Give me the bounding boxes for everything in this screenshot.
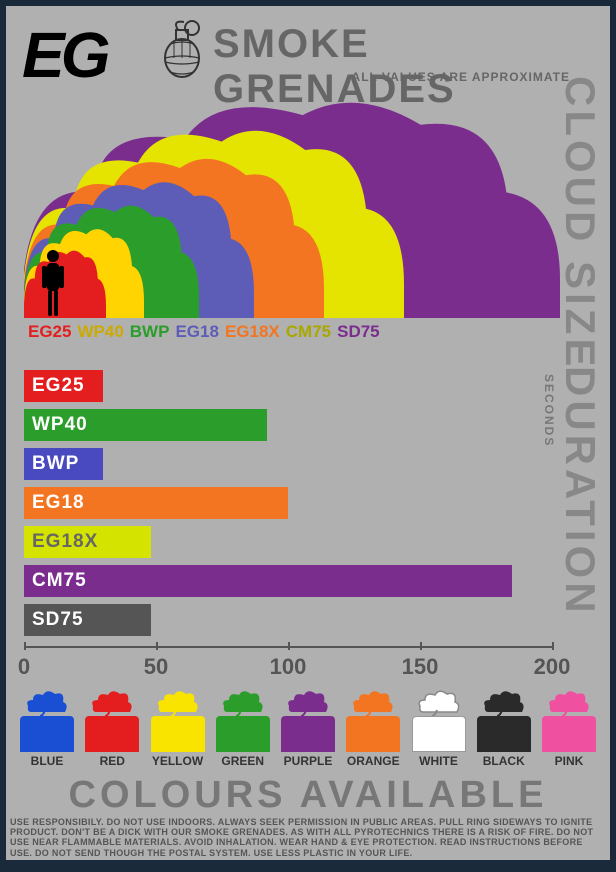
cloud-label: BWP <box>130 322 170 341</box>
axis-tick <box>420 642 422 650</box>
swatch-block <box>20 716 74 752</box>
swatch-label: GREEN <box>212 754 274 768</box>
swatch-block <box>151 716 205 752</box>
axis-tick <box>288 642 290 650</box>
colour-swatch-purple: PURPLE <box>277 686 339 774</box>
grenade-icon <box>160 16 204 78</box>
swatch-label: YELLOW <box>147 754 209 768</box>
bar-row: BWP <box>24 446 552 481</box>
bar-row: EG18 <box>24 485 552 520</box>
axis-tick-label: 100 <box>270 654 307 680</box>
swatch-cloud-icon <box>156 686 200 716</box>
axis-tick <box>552 642 554 650</box>
duration-bar-cm75: CM75 <box>24 565 512 597</box>
colour-swatch-yellow: YELLOW <box>147 686 209 774</box>
cloud-label: EG18 <box>175 322 218 341</box>
duration-axis: 050100150200 <box>24 646 552 680</box>
colour-swatch-white: WHITE <box>408 686 470 774</box>
axis-tick-label: 0 <box>18 654 30 680</box>
bar-row: SD75 <box>24 602 552 637</box>
swatch-block <box>412 716 466 752</box>
swatch-block <box>281 716 335 752</box>
bar-row: EG18X <box>24 524 552 559</box>
colours-title: COLOURS AVAILABLE <box>6 774 610 817</box>
axis-tick <box>24 642 26 650</box>
swatch-block <box>346 716 400 752</box>
cloud-label: WP40 <box>77 322 123 341</box>
swatch-cloud-icon <box>286 686 330 716</box>
swatch-label: BLUE <box>16 754 78 768</box>
cloud-label: EG18X <box>225 322 280 341</box>
colour-swatch-green: GREEN <box>212 686 274 774</box>
cloud-label: SD75 <box>337 322 380 341</box>
colour-swatch-orange: ORANGE <box>342 686 404 774</box>
axis-tick-label: 200 <box>534 654 571 680</box>
swatch-label: PINK <box>538 754 600 768</box>
cloud-label: EG25 <box>28 322 71 341</box>
swatch-cloud-icon <box>221 686 265 716</box>
swatch-block <box>542 716 596 752</box>
swatch-block <box>216 716 270 752</box>
bar-row: EG25 <box>24 368 552 403</box>
cloud-size-chart: EG25 WP40 BWP EG18 EG18X CM75 SD75 <box>18 82 558 342</box>
bar-row: WP40 <box>24 407 552 442</box>
duration-label: DURATION <box>556 366 604 617</box>
swatch-label: RED <box>81 754 143 768</box>
person-icon <box>40 248 66 318</box>
duration-bar-eg25: EG25 <box>24 370 103 402</box>
axis-tick <box>156 642 158 650</box>
swatch-cloud-icon <box>417 686 461 716</box>
disclaimer-text: USE RESPONSIBILY. DO NOT USE INDOORS. AL… <box>10 817 606 858</box>
swatch-block <box>477 716 531 752</box>
colour-swatch-blue: BLUE <box>16 686 78 774</box>
colour-swatch-black: BLACK <box>473 686 535 774</box>
swatch-block <box>85 716 139 752</box>
duration-bar-sd75: SD75 <box>24 604 151 636</box>
bar-row: CM75 <box>24 563 552 598</box>
swatch-cloud-icon <box>351 686 395 716</box>
swatch-label: WHITE <box>408 754 470 768</box>
colours-available: BLUERED YELLOWGREENPURPLEORANGE WHITEBLACK… <box>16 686 600 774</box>
cloud-label: CM75 <box>286 322 331 341</box>
cloud-labels: EG25 WP40 BWP EG18 EG18X CM75 SD75 <box>28 322 386 342</box>
duration-bar-eg18: EG18 <box>24 487 288 519</box>
swatch-cloud-icon <box>25 686 69 716</box>
duration-chart: EG25 WP40 BWP EG18 EG18X CM75 SD75 <box>24 368 552 641</box>
logo-text: EG <box>22 18 106 92</box>
duration-bar-bwp: BWP <box>24 448 103 480</box>
axis-tick-label: 150 <box>402 654 439 680</box>
swatch-cloud-icon <box>547 686 591 716</box>
axis-tick-label: 50 <box>144 654 168 680</box>
duration-bar-wp40: WP40 <box>24 409 267 441</box>
swatch-label: PURPLE <box>277 754 339 768</box>
swatch-cloud-icon <box>90 686 134 716</box>
swatch-cloud-icon <box>482 686 526 716</box>
colour-swatch-pink: PINK <box>538 686 600 774</box>
swatch-label: BLACK <box>473 754 535 768</box>
swatch-label: ORANGE <box>342 754 404 768</box>
duration-bar-eg18x: EG18X <box>24 526 151 558</box>
colour-swatch-red: RED <box>81 686 143 774</box>
